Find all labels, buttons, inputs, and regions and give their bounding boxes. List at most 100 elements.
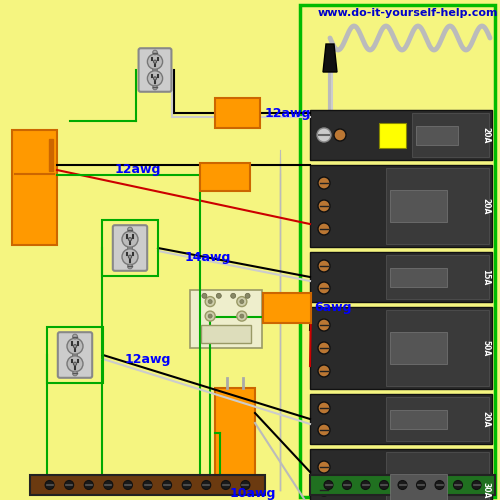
- Circle shape: [67, 356, 83, 372]
- Bar: [102, 220, 158, 276]
- Text: 50A: 50A: [482, 340, 490, 356]
- Circle shape: [240, 314, 244, 318]
- Circle shape: [84, 480, 93, 490]
- Circle shape: [74, 362, 76, 366]
- Circle shape: [122, 231, 138, 247]
- Text: 20A: 20A: [482, 198, 490, 214]
- Bar: [390, 474, 447, 500]
- Bar: [390, 410, 447, 428]
- Bar: [386, 397, 489, 441]
- Circle shape: [205, 311, 215, 321]
- Circle shape: [202, 480, 211, 490]
- Bar: [412, 113, 489, 157]
- Circle shape: [128, 227, 132, 232]
- Circle shape: [148, 71, 162, 86]
- Bar: [379, 122, 406, 148]
- Circle shape: [143, 480, 152, 490]
- Circle shape: [416, 480, 426, 490]
- Bar: [386, 168, 489, 244]
- Bar: [215, 388, 255, 478]
- Bar: [386, 310, 489, 386]
- Bar: [310, 110, 492, 160]
- Polygon shape: [323, 44, 337, 72]
- Bar: [215, 98, 260, 128]
- Bar: [416, 126, 459, 144]
- Circle shape: [202, 294, 207, 298]
- Circle shape: [318, 319, 330, 331]
- Circle shape: [208, 314, 212, 318]
- Bar: [386, 452, 489, 500]
- Circle shape: [122, 249, 138, 265]
- Circle shape: [162, 480, 172, 490]
- Circle shape: [124, 480, 132, 490]
- Bar: [263, 293, 311, 323]
- Bar: [300, 5, 495, 497]
- Text: 14awg: 14awg: [185, 252, 232, 264]
- Circle shape: [208, 300, 212, 304]
- FancyBboxPatch shape: [58, 332, 92, 378]
- Bar: [190, 290, 262, 348]
- Circle shape: [342, 480, 351, 490]
- Circle shape: [317, 128, 331, 142]
- Circle shape: [472, 480, 481, 490]
- Circle shape: [67, 338, 83, 354]
- Circle shape: [361, 480, 370, 490]
- Circle shape: [380, 480, 388, 490]
- Text: 10awg: 10awg: [230, 486, 276, 500]
- Bar: [310, 394, 492, 444]
- Bar: [310, 307, 492, 389]
- Bar: [47, 327, 103, 383]
- Circle shape: [318, 342, 330, 354]
- Circle shape: [216, 294, 222, 298]
- Circle shape: [104, 480, 113, 490]
- Circle shape: [72, 334, 78, 339]
- Circle shape: [318, 282, 330, 294]
- Circle shape: [398, 480, 407, 490]
- Circle shape: [245, 294, 250, 298]
- Circle shape: [128, 264, 132, 269]
- Text: 12awg: 12awg: [115, 164, 162, 176]
- Circle shape: [241, 480, 250, 490]
- Circle shape: [182, 480, 191, 490]
- Circle shape: [230, 294, 235, 298]
- Circle shape: [205, 296, 215, 306]
- Bar: [12, 130, 57, 245]
- Circle shape: [454, 480, 462, 490]
- Circle shape: [318, 177, 330, 189]
- Circle shape: [318, 424, 330, 436]
- Bar: [310, 475, 495, 495]
- Text: 6awg: 6awg: [314, 302, 352, 314]
- Circle shape: [318, 200, 330, 212]
- Circle shape: [128, 238, 132, 241]
- Text: 12awg: 12awg: [265, 106, 312, 120]
- Circle shape: [222, 480, 230, 490]
- Circle shape: [240, 300, 244, 304]
- Circle shape: [334, 129, 346, 141]
- Circle shape: [128, 246, 132, 250]
- Circle shape: [152, 68, 158, 72]
- Bar: [310, 252, 492, 302]
- Bar: [390, 268, 447, 286]
- Circle shape: [152, 85, 158, 90]
- Circle shape: [318, 260, 330, 272]
- Circle shape: [74, 344, 76, 348]
- FancyBboxPatch shape: [113, 225, 147, 271]
- Bar: [30, 475, 265, 495]
- Text: www.do-it-yourself-help.com: www.do-it-yourself-help.com: [318, 8, 498, 18]
- Circle shape: [72, 371, 78, 376]
- Circle shape: [154, 77, 156, 80]
- Bar: [310, 165, 492, 247]
- Circle shape: [318, 223, 330, 235]
- Circle shape: [154, 60, 156, 63]
- Circle shape: [237, 311, 247, 321]
- FancyBboxPatch shape: [138, 48, 172, 92]
- Bar: [49, 139, 53, 172]
- Text: 30A: 30A: [482, 482, 490, 498]
- Circle shape: [435, 480, 444, 490]
- Bar: [390, 190, 447, 222]
- Bar: [310, 449, 492, 500]
- Circle shape: [237, 296, 247, 306]
- Circle shape: [72, 352, 78, 358]
- Bar: [200, 163, 250, 191]
- Circle shape: [45, 480, 54, 490]
